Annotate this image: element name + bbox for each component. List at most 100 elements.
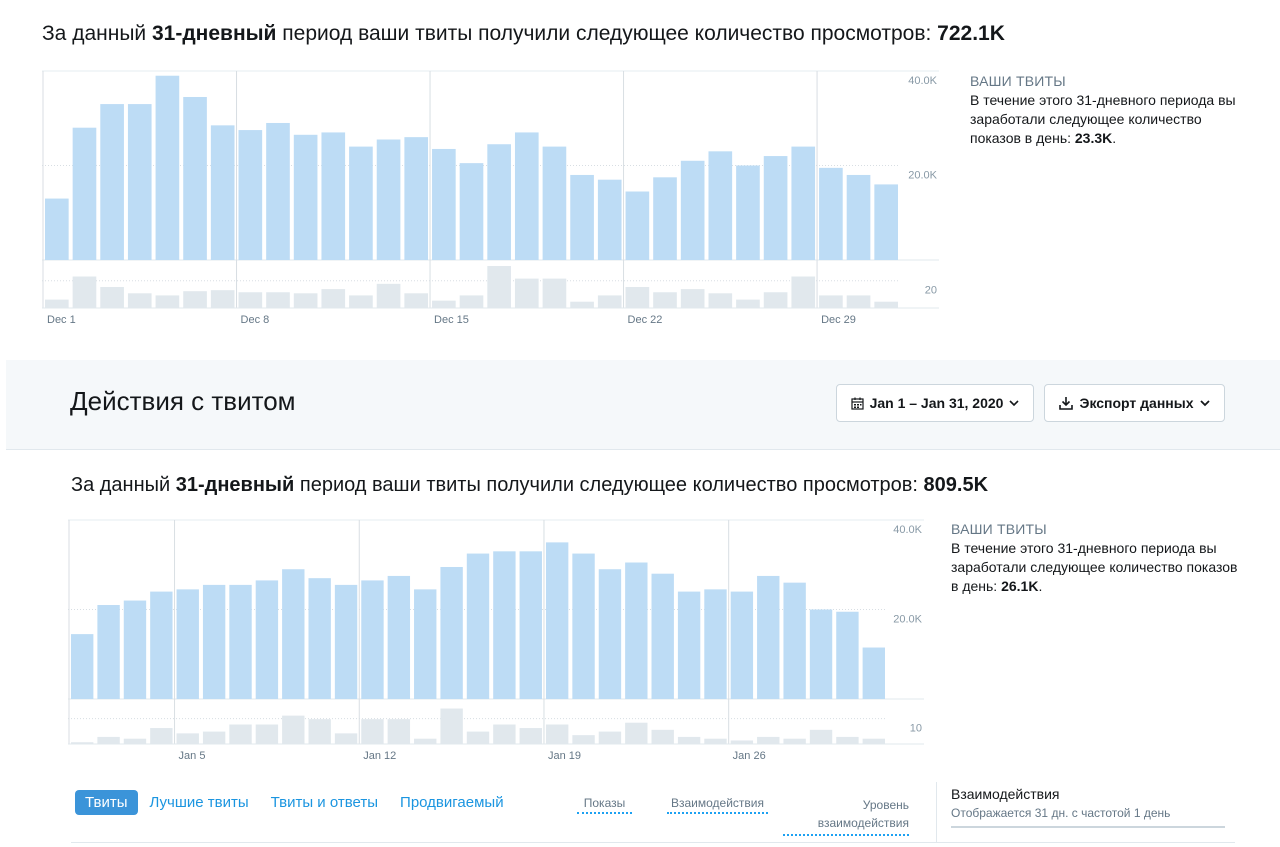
table-divider (71, 842, 1235, 843)
engagements-bar (570, 301, 594, 308)
impressions-bar (874, 184, 898, 260)
impressions-bar (72, 127, 97, 260)
y-tick-label: 40.0K (908, 75, 937, 87)
side-title: ВАШИ ТВИТЫ (951, 521, 1047, 537)
headline-total: 809.5K (923, 474, 989, 496)
engagements-bar (282, 715, 305, 744)
chart-svg: Dec 1 Dec 8 Dec 15 Dec 22 Dec 29 40.0K 20.0K 20 (42, 70, 939, 326)
impressions-bar (123, 600, 147, 699)
impressions-bar (597, 179, 622, 260)
impressions-bar (836, 611, 859, 699)
engagements-bar (514, 278, 539, 308)
impressions-bar (361, 580, 384, 699)
headline-period: 31-дневный (175, 474, 295, 496)
engagements-bar (819, 295, 843, 308)
impressions-bar (783, 582, 806, 699)
engagements-bar (597, 295, 622, 308)
impressions-bar (862, 647, 885, 699)
y-tick-label: 20.0K (908, 170, 937, 182)
side-description: В течение этого 31-дневного периода вы з… (970, 92, 1236, 146)
engagements-bar (97, 736, 120, 744)
tab-tweets-and-replies[interactable]: Твиты и ответы (270, 793, 379, 811)
chart-svg: Jan 5 Jan 12 Jan 19 Jan 26 40.0K 20.0K 10 (68, 519, 924, 762)
x-tick-label: Dec 29 (821, 314, 856, 326)
engagements-bar (730, 740, 754, 744)
engagements-bar (123, 738, 147, 744)
impressions-bar (229, 584, 252, 699)
engagements-panel: Взаимодействия Отображается 31 дн. с час… (951, 786, 1225, 828)
engagements-bar (71, 742, 94, 744)
impressions-bar (736, 165, 760, 260)
impressions-bar (487, 144, 511, 260)
impressions-bar (708, 151, 733, 260)
impressions-bar (542, 146, 567, 260)
tab-top-tweets[interactable]: Лучшие твиты (149, 793, 249, 811)
tab-promoted[interactable]: Продвигаемый (400, 793, 504, 811)
x-tick-label: Dec 22 (628, 314, 663, 326)
chevron-down-icon (1009, 399, 1020, 406)
engagements-bar (308, 719, 331, 744)
engagements-bar (255, 724, 279, 744)
engagements-bar (598, 731, 622, 744)
chevron-down-icon (1199, 399, 1210, 406)
engagements-bar (440, 708, 463, 744)
impressions-bar (293, 134, 318, 260)
column-impressions[interactable]: Показы (577, 796, 632, 814)
x-tick-label: Dec 1 (47, 314, 76, 326)
engagements-bar (293, 293, 318, 308)
engagements-bar (100, 287, 124, 308)
engagements-bar (387, 719, 411, 744)
impressions-bar (414, 589, 437, 699)
impressions-bar (127, 104, 152, 260)
date-range-label: Jan 1 – Jan 31, 2020 (869, 395, 1004, 411)
impressions-bar (432, 148, 456, 260)
impressions-chart-january[interactable]: Jan 5 Jan 12 Jan 19 Jan 26 40.0K 20.0K 10 (68, 516, 933, 771)
engagements-bar (127, 293, 152, 308)
headline-period: 31-дневный (151, 22, 277, 45)
impressions-bar (680, 160, 705, 260)
headline-prefix: За данный (71, 474, 176, 496)
engagements-bar (704, 738, 727, 744)
engagements-bar (150, 728, 173, 744)
engagements-bar (791, 276, 816, 308)
impressions-bar (459, 163, 484, 260)
engagements-bar (862, 738, 885, 744)
engagements-bar (651, 729, 674, 744)
impressions-bar (100, 104, 124, 260)
engagements-bar (487, 266, 511, 308)
x-tick-label: Jan 5 (179, 750, 206, 762)
your-tweets-summary-january: ВАШИ ТВИТЫ В течение этого 31-дневного п… (951, 520, 1241, 596)
tab-tweets[interactable]: Твиты (75, 789, 138, 815)
engagements-bar (542, 278, 567, 308)
engagements-bar (625, 722, 648, 744)
column-engagements[interactable]: Взаимодействия (667, 796, 768, 814)
export-label: Экспорт данных (1079, 395, 1194, 411)
engagements-bar (763, 292, 788, 308)
impressions-bar (349, 146, 373, 260)
engagements-bar (238, 292, 263, 308)
engagements-bar (653, 292, 677, 308)
engagements-bar (432, 300, 456, 308)
impressions-chart-december[interactable]: Dec 1 Dec 8 Dec 15 Dec 22 Dec 29 40.0K 20.0K 20 (42, 68, 942, 338)
impressions-bar (155, 75, 180, 260)
engagements-bar (414, 738, 437, 744)
headline-middle: период ваши твиты получили следующее кол… (276, 22, 938, 45)
impressions-bar (819, 167, 843, 260)
side-text: В течение этого 31-дневного периода вы з… (970, 91, 1250, 148)
x-tick-label: Dec 15 (434, 314, 469, 326)
impressions-bar (572, 553, 595, 699)
side-text: В течение этого 31-дневного периода вы з… (951, 539, 1241, 596)
engagements-bar (176, 733, 199, 744)
x-tick-label: Jan 26 (733, 750, 766, 762)
rate-line-1: Уровень (862, 798, 909, 812)
date-range-button[interactable]: Jan 1 – Jan 31, 2020 (836, 384, 1034, 422)
column-engagement-rate[interactable]: Уровень взаимодействия (783, 796, 909, 836)
download-icon (1059, 397, 1074, 410)
export-data-button[interactable]: Экспорт данных (1044, 384, 1225, 422)
impressions-bar (255, 580, 279, 699)
x-tick-label: Jan 19 (548, 750, 581, 762)
engagements-bar (757, 736, 780, 744)
impressions-bar (677, 591, 701, 699)
engagements-bar (349, 295, 373, 308)
headline-december: За данный 31-дневный период ваши твиты п… (42, 22, 1005, 46)
